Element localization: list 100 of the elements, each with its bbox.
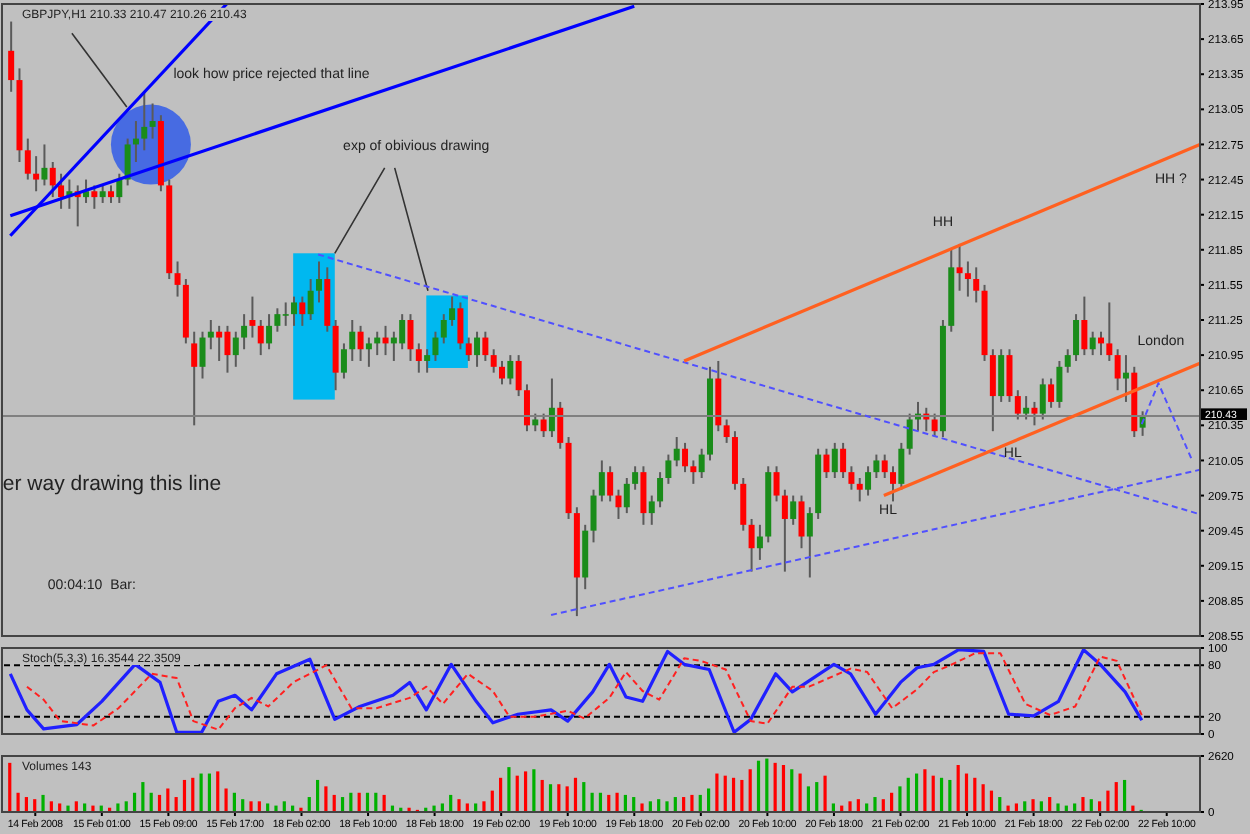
- candlestick: [1064, 348, 1071, 374]
- candlestick: [1106, 301, 1113, 362]
- candlestick: [315, 260, 322, 304]
- candlestick: [432, 330, 439, 362]
- candlestick: [756, 523, 763, 561]
- candlestick: [340, 342, 347, 380]
- candlestick: [307, 278, 314, 321]
- candlestick: [856, 477, 863, 503]
- candlestick: [823, 447, 830, 479]
- candlestick: [357, 324, 364, 362]
- annotation: er way drawing this line: [2, 471, 222, 496]
- candlestick: [457, 301, 464, 351]
- candlestick: [324, 266, 331, 333]
- candlestick: [1014, 389, 1021, 421]
- candlestick: [523, 383, 530, 433]
- candlestick: [590, 488, 597, 544]
- candlestick: [798, 494, 805, 550]
- candlestick: [1073, 313, 1080, 362]
- candlestick: [1114, 348, 1121, 392]
- candlestick: [349, 319, 356, 362]
- candlestick: [865, 465, 872, 497]
- candlestick: [257, 319, 264, 357]
- candlestick: [848, 465, 855, 491]
- candlestick: [124, 137, 131, 187]
- candlestick: [440, 313, 447, 345]
- candlestick: [399, 313, 406, 351]
- candlestick: [673, 436, 680, 468]
- candlestick: [141, 90, 148, 152]
- candlestick: [33, 155, 40, 193]
- candlestick: [207, 319, 214, 351]
- candlestick: [266, 313, 273, 351]
- candlestick: [781, 488, 788, 573]
- candlestick: [449, 295, 456, 327]
- candlestick: [665, 453, 672, 485]
- candlestick: [682, 441, 689, 474]
- candlestick: [956, 242, 963, 292]
- candlestick: [1122, 354, 1129, 403]
- candlestick: [831, 441, 838, 479]
- candlestick: [499, 359, 506, 386]
- candlestick: [540, 412, 547, 439]
- candlestick: [249, 295, 256, 339]
- candlestick: [291, 295, 298, 327]
- candlestick: [973, 266, 980, 304]
- candlestick: [740, 477, 747, 532]
- candlestick: [415, 342, 422, 374]
- candlestick: [731, 430, 738, 491]
- candlestick: [964, 260, 971, 298]
- candlestick: [1023, 395, 1030, 421]
- candlestick: [989, 348, 996, 433]
- candlestick: [1031, 400, 1038, 427]
- candlestick: [149, 102, 156, 140]
- candlestick: [698, 447, 705, 479]
- candlestick: [557, 400, 564, 450]
- candlestick: [790, 494, 797, 526]
- candlestick: [199, 330, 206, 380]
- candlestick: [623, 477, 630, 515]
- candlestick: [58, 172, 65, 210]
- candlestick: [657, 471, 664, 509]
- candlestick: [615, 488, 622, 520]
- candlestick: [1056, 359, 1063, 409]
- candlestick: [690, 459, 697, 485]
- candlestick: [1039, 377, 1046, 421]
- candlestick: [515, 354, 522, 398]
- candlestick: [241, 313, 248, 351]
- candlestick: [232, 330, 239, 368]
- candlestick: [906, 412, 913, 456]
- candlestick: [407, 313, 414, 362]
- candlestick: [91, 184, 98, 210]
- candlestick: [998, 348, 1005, 403]
- candlestick: [1048, 377, 1055, 409]
- candlestick: [748, 517, 755, 573]
- candlestick: [598, 459, 605, 503]
- candlestick: [224, 324, 231, 374]
- candlestick: [191, 330, 198, 427]
- candlestick: [890, 465, 897, 503]
- candlestick: [482, 330, 489, 362]
- candlestick: [174, 260, 181, 298]
- candlestick: [548, 377, 555, 439]
- candlestick: [806, 506, 813, 579]
- candlestick: [8, 20, 15, 93]
- candlestick: [1006, 348, 1013, 403]
- candlestick: [632, 465, 639, 491]
- candlestick: [1089, 330, 1096, 357]
- candlestick: [607, 465, 614, 503]
- candlestick: [332, 319, 339, 392]
- candlestick: [365, 336, 372, 368]
- candlestick: [474, 330, 481, 368]
- candlestick: [715, 359, 722, 433]
- candlestick: [840, 441, 847, 479]
- candlestick: [282, 301, 289, 327]
- candlestick: [873, 453, 880, 479]
- candlestick: [640, 465, 647, 526]
- candlestick: [424, 348, 431, 374]
- candlestick: [1081, 295, 1088, 357]
- candlestick: [723, 418, 730, 444]
- candlestick: [41, 143, 48, 187]
- candlestick: [299, 295, 306, 327]
- candlestick: [582, 523, 589, 591]
- candlestick: [274, 307, 281, 333]
- candlestick: [773, 465, 780, 503]
